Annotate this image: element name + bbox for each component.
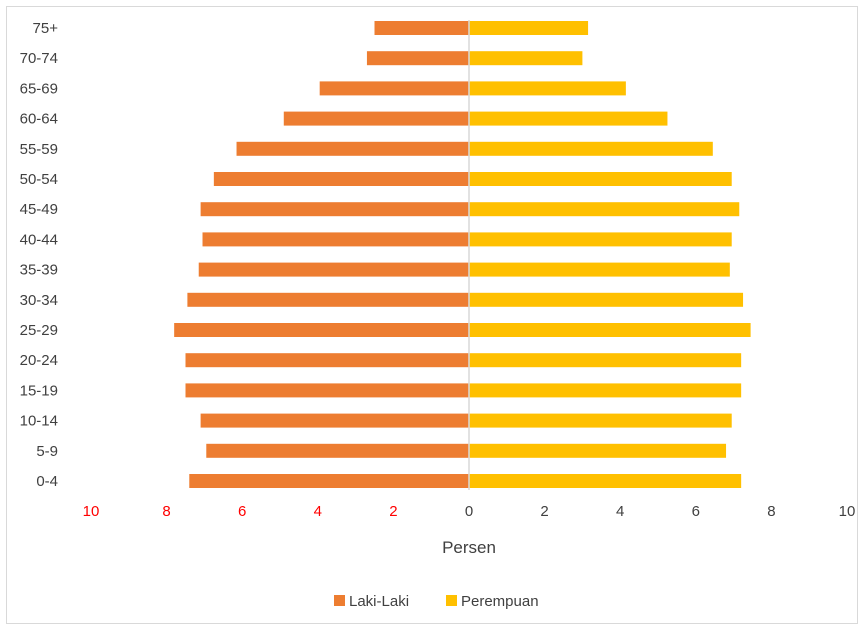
bar-laki-laki-75+ [374, 21, 469, 35]
bars-perempuan [469, 21, 751, 488]
bar-perempuan-20-24 [469, 353, 742, 368]
legend-swatch [334, 595, 345, 606]
bar-laki-laki-35-39 [198, 262, 470, 277]
legend: Laki-Laki Perempuan [334, 593, 539, 610]
legend-label: Laki-Laki [349, 593, 409, 610]
bar-perempuan-65-69 [469, 81, 626, 96]
y-tick-label: 35-39 [20, 262, 58, 279]
y-tick-label: 50-54 [20, 171, 58, 188]
y-tick-label: 70-74 [20, 50, 58, 67]
x-tick-label: 6 [238, 503, 246, 520]
x-tick-label: 4 [616, 503, 624, 520]
legend-label: Perempuan [461, 593, 539, 610]
bars-laki-laki [174, 21, 470, 488]
y-tick-label: 55-59 [20, 141, 58, 158]
x-tick-label: 4 [314, 503, 322, 520]
y-tick-label: 75+ [33, 20, 59, 37]
legend-swatch [446, 595, 457, 606]
y-tick-label: 0-4 [36, 473, 58, 490]
bar-perempuan-70-74 [469, 51, 583, 66]
bar-laki-laki-0-4 [189, 474, 469, 488]
y-tick-label: 25-29 [20, 322, 58, 339]
bar-perempuan-30-34 [469, 292, 744, 307]
bar-laki-laki-50-54 [213, 172, 469, 186]
x-tick-label: 10 [83, 503, 100, 520]
x-tick-label: 2 [540, 503, 548, 520]
x-tick-label: 10 [839, 503, 856, 520]
bar-perempuan-10-14 [469, 413, 732, 428]
bar-laki-laki-20-24 [185, 353, 469, 368]
x-tick-label: 0 [465, 503, 473, 520]
bar-perempuan-55-59 [469, 141, 713, 156]
bar-laki-laki-45-49 [200, 202, 469, 217]
bar-laki-laki-40-44 [202, 232, 469, 247]
y-tick-label: 45-49 [20, 201, 58, 218]
bar-laki-laki-25-29 [174, 323, 469, 337]
y-tick-label: 60-64 [20, 111, 58, 128]
bar-perempuan-15-19 [469, 383, 742, 398]
bar-laki-laki-70-74 [366, 51, 469, 66]
x-tick-label: 8 [767, 503, 775, 520]
bar-perempuan-45-49 [469, 202, 740, 217]
y-tick-label: 10-14 [20, 413, 58, 430]
bar-perempuan-75+ [469, 21, 589, 35]
y-tick-label: 20-24 [20, 352, 58, 369]
bar-perempuan-40-44 [469, 232, 732, 247]
bar-perempuan-50-54 [469, 172, 732, 186]
bar-laki-laki-30-34 [187, 292, 469, 307]
x-tick-label: 2 [389, 503, 397, 520]
y-tick-label: 5-9 [36, 443, 58, 460]
bar-perempuan-25-29 [469, 323, 751, 337]
bar-perempuan-60-64 [469, 111, 668, 126]
x-tick-label: 6 [692, 503, 700, 520]
bar-laki-laki-15-19 [185, 383, 469, 398]
y-axis-labels: 0-4 5-9 10-14 15-19 20-24 25-29 30-34 35-39 40-4… [20, 20, 59, 490]
y-tick-label: 30-34 [20, 292, 58, 309]
y-tick-label: 40-44 [20, 231, 58, 248]
x-axis-tick-labels: 10 8 6 4 2 0 2 4 6 8 10 [83, 503, 856, 520]
bar-laki-laki-60-64 [283, 111, 469, 126]
bar-laki-laki-65-69 [319, 81, 469, 96]
chart-frame [6, 6, 858, 624]
bar-laki-laki-5-9 [206, 443, 470, 458]
y-tick-label: 15-19 [20, 382, 58, 399]
bar-laki-laki-55-59 [236, 141, 469, 156]
bar-laki-laki-10-14 [200, 413, 469, 428]
bar-perempuan-5-9 [469, 443, 727, 458]
x-tick-label: 8 [162, 503, 170, 520]
bar-perempuan-35-39 [469, 262, 730, 277]
bar-perempuan-0-4 [469, 474, 742, 488]
y-tick-label: 65-69 [20, 80, 58, 97]
x-axis-title: Persen [442, 538, 496, 557]
